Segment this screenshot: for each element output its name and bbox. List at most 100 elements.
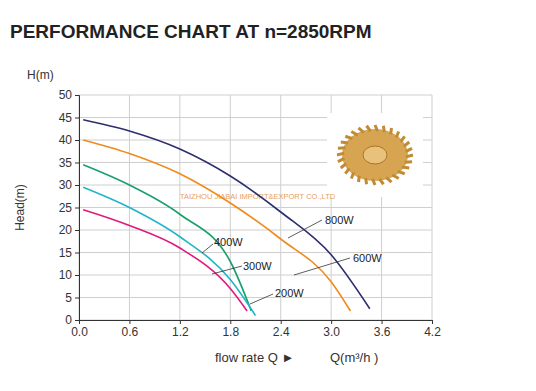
tick-mark — [75, 253, 79, 254]
impeller-picture — [327, 113, 423, 197]
tick: 50 — [59, 88, 79, 102]
tick-label: 0 — [65, 313, 72, 327]
series-line — [83, 120, 370, 309]
impeller-vane — [406, 155, 413, 157]
tick-label: 50 — [59, 88, 73, 102]
tick-label: 1.2 — [172, 325, 189, 339]
tick-label: 4.2 — [424, 325, 441, 339]
leader-line — [288, 220, 322, 238]
chart: 0.0 0.6 1.2 1.8 2.4 3.0 3.6 4.2 0 5 10 15 20 25 30 35 40… — [0, 0, 536, 391]
tick: 1.8 — [222, 320, 239, 339]
tick-mark — [129, 320, 130, 324]
tick-label: 25 — [59, 201, 73, 215]
tick-mark — [75, 185, 79, 186]
impeller-vane — [405, 160, 412, 164]
watermark: TAIZHOU JIABAI IMPORT&EXPORT CO.,LTD — [180, 192, 336, 201]
series-label: 300W — [243, 260, 272, 272]
impeller-vane — [398, 171, 405, 173]
x-axis-title: flow rate Q ► — [215, 350, 294, 365]
impeller-vane — [404, 142, 409, 146]
curves — [83, 120, 370, 316]
tick: 25 — [59, 201, 79, 215]
tick-mark — [75, 163, 79, 164]
impeller-vane — [359, 128, 364, 133]
impeller-vane — [406, 148, 412, 151]
impeller-vane — [351, 173, 353, 179]
leader-line — [202, 244, 213, 253]
y-unit-label: H(m) — [27, 68, 54, 82]
impeller-vane — [345, 168, 349, 173]
y-grid-line — [79, 95, 432, 96]
tick-label: 0.0 — [71, 325, 88, 339]
impeller-vane — [396, 132, 398, 138]
tick: 3.0 — [323, 320, 340, 339]
impeller-vane — [402, 166, 409, 170]
impeller-vane — [345, 136, 352, 138]
impeller-vane — [367, 126, 371, 131]
impeller-vane — [357, 176, 361, 182]
tick-label: 2.4 — [273, 325, 290, 339]
impeller-vane — [386, 177, 391, 182]
title: PERFORMANCE CHART AT n=2850RPM — [10, 21, 372, 42]
axis-line — [75, 96, 80, 321]
series-line — [83, 165, 251, 311]
impeller-vane — [389, 128, 393, 134]
tick-label: 30 — [59, 178, 73, 192]
tick-label: 3.0 — [323, 325, 340, 339]
tick-label: 3.6 — [374, 325, 391, 339]
impeller-vane — [351, 132, 357, 136]
impeller-hub — [363, 146, 387, 164]
tick-label: 35 — [59, 156, 73, 170]
impeller-vane — [364, 178, 368, 184]
impeller-vane — [382, 126, 386, 132]
leader-line — [294, 258, 350, 275]
impeller-disc — [342, 129, 408, 181]
tick-label: 5 — [65, 291, 72, 305]
series-label: 400W — [214, 236, 243, 248]
tick: 30 — [59, 178, 79, 192]
tick: 20 — [59, 223, 79, 237]
impeller-vane — [375, 125, 377, 131]
tick-mark — [281, 320, 282, 324]
tick: 0.0 — [71, 320, 88, 339]
impeller-vane — [338, 158, 344, 161]
tick-mark — [75, 320, 79, 321]
impeller-vane — [401, 136, 405, 141]
tick: 3.6 — [374, 320, 391, 339]
tick: 0.6 — [122, 320, 139, 339]
axis-line — [80, 321, 433, 325]
impeller-vane — [373, 179, 375, 185]
y-axis-title: Head(m) — [13, 184, 27, 231]
impeller-vane — [392, 175, 398, 179]
leader-line — [250, 294, 273, 304]
series-line — [83, 187, 255, 315]
tick: 4.2 — [424, 320, 441, 339]
tick-mark — [230, 320, 231, 324]
tick: 1.2 — [172, 320, 189, 339]
tick-mark — [75, 118, 79, 119]
tick-label: 15 — [59, 246, 73, 260]
series-label: 800W — [325, 214, 354, 226]
impeller-vane — [341, 140, 348, 144]
tick: 40 — [59, 133, 79, 147]
tick: 5 — [65, 291, 79, 305]
tick-mark — [75, 95, 79, 96]
impeller-vane — [337, 153, 344, 155]
tick-label: 1.8 — [222, 325, 239, 339]
tick: 45 — [59, 111, 79, 125]
series-line — [83, 140, 350, 311]
tick: 15 — [59, 246, 79, 260]
tick-label: 45 — [59, 111, 73, 125]
y-grid-line — [79, 297, 432, 298]
impeller-vane — [341, 164, 346, 168]
tick-label: 10 — [59, 268, 73, 282]
series-label: 200W — [275, 287, 304, 299]
series-line — [83, 210, 247, 311]
leader-line — [212, 266, 242, 274]
tick-label: 40 — [59, 133, 73, 147]
tick-mark — [331, 320, 332, 324]
tick-label: 20 — [59, 223, 73, 237]
tick-mark — [75, 140, 79, 141]
y-grid-line — [79, 230, 432, 231]
y-grid-line — [79, 275, 432, 276]
